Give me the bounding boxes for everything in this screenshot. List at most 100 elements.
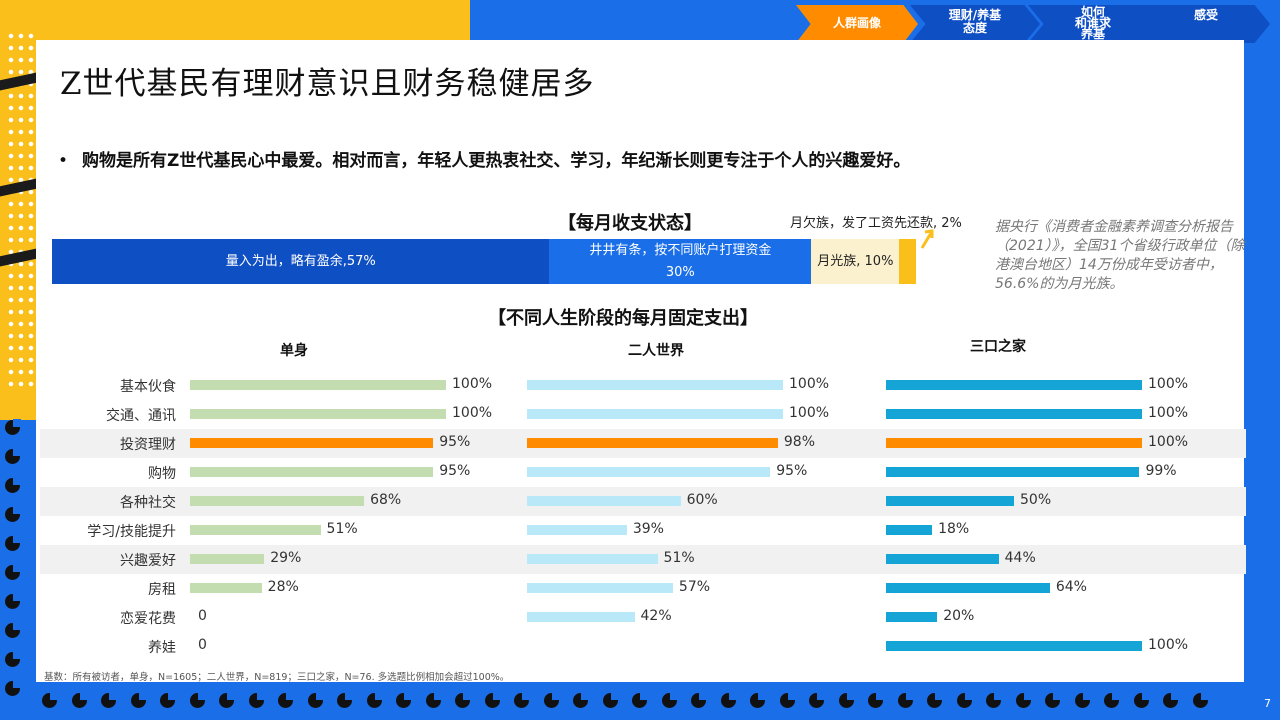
bar-value-label: 100%	[1148, 434, 1189, 450]
pacman-dot	[42, 692, 58, 708]
callout-label: 月欠族，发了工资先还款, 2%	[790, 216, 962, 231]
bar-value-label: 60%	[686, 492, 718, 508]
section-nav: 人群画像 理财/养基 态度 如何 和谁求 养基 感受	[796, 5, 1276, 45]
pacman-dot	[1133, 692, 1150, 708]
pacman-dot	[543, 692, 560, 708]
tab-feelings[interactable]: 感受	[1142, 5, 1270, 43]
bar-value-label: 95%	[439, 434, 471, 450]
bar	[527, 467, 771, 477]
pacman-dot	[986, 692, 1002, 708]
category-label: 养娃	[148, 640, 176, 656]
bar	[886, 583, 1050, 593]
bar-value-label: 29%	[270, 550, 302, 566]
bar-value-label: 51%	[663, 550, 695, 566]
bar	[190, 525, 321, 535]
pacman-dot	[779, 692, 796, 708]
segment-surplus: 量入为出，略有盈余,57%	[52, 239, 550, 284]
bar	[886, 525, 933, 535]
pacman-dot	[219, 692, 235, 708]
series-header: 二人世界	[628, 343, 684, 359]
bar-value-label: 95%	[776, 463, 808, 479]
pacman-dot	[396, 692, 412, 708]
bar	[886, 641, 1142, 651]
pacman-dot	[5, 651, 21, 667]
stacked-bar-monthly-status: 量入为出，略有盈余,57% 井井有条，按不同账户打理资金 30% 月光族, 10%	[52, 239, 916, 284]
bar-value-label: 95%	[439, 463, 471, 479]
category-label: 各种社交	[120, 495, 176, 511]
pacman-dot	[5, 506, 21, 522]
pacman-dot	[484, 692, 501, 708]
segment-organized: 井井有条，按不同账户打理资金 30%	[549, 239, 812, 284]
pacman-dot	[1163, 692, 1179, 708]
pacman-dot	[307, 692, 324, 708]
page-number: 7	[1264, 697, 1271, 710]
pacman-dot	[278, 692, 294, 708]
pacman-dot	[5, 477, 21, 493]
pacman-dot	[71, 692, 88, 708]
pacman-dot	[1192, 692, 1209, 708]
category-label: 基本伙食	[120, 379, 176, 395]
pacman-dot	[455, 692, 471, 708]
pacman-dot	[5, 680, 21, 696]
bar	[886, 409, 1142, 419]
pacman-dot	[5, 535, 21, 551]
pacman-dot	[927, 692, 943, 708]
bar-value-label: 42%	[640, 608, 672, 624]
tab-attitude[interactable]: 理财/养基 态度	[910, 5, 1040, 43]
pacman-dot	[956, 692, 973, 708]
bar-value-label: 18%	[938, 521, 970, 537]
pacman-dot	[189, 692, 206, 708]
category-label: 购物	[148, 466, 176, 482]
chart-title-monthly-status: 【每月收支状态】	[558, 213, 702, 234]
pacman-dot	[514, 692, 530, 708]
bar-value-label: 100%	[1148, 376, 1189, 392]
bar-value-label: 28%	[267, 579, 299, 595]
pacman-dot	[5, 593, 21, 609]
bullet-text: 购物是所有Z世代基民心中最爱。相对而言，年轻人更热衷社交、学习，年纪渐长则更专注…	[82, 151, 911, 171]
tab-persona[interactable]: 人群画像	[796, 5, 918, 43]
bar	[886, 467, 1140, 477]
pacman-dot	[160, 692, 176, 708]
bullet-point: • 购物是所有Z世代基民心中最爱。相对而言，年轻人更热衷社交、学习，年纪渐长则更专…	[58, 151, 911, 171]
bar-value-label: 0	[198, 608, 207, 624]
tab-how-and-who[interactable]: 如何 和谁求 养基	[1028, 5, 1158, 43]
bar	[886, 554, 999, 564]
bar	[527, 525, 627, 535]
bar-value-label: 57%	[678, 579, 711, 595]
category-label: 恋爱花费	[120, 611, 176, 627]
bar	[190, 438, 434, 448]
bar-value-label: 100%	[789, 405, 830, 421]
decorative-dot-pattern	[6, 30, 36, 390]
bar	[886, 496, 1014, 506]
pacman-dot	[1045, 692, 1061, 708]
pacman-dot	[5, 419, 21, 435]
bar-value-label: 64%	[1055, 579, 1087, 595]
bar	[527, 583, 673, 593]
bar	[886, 380, 1142, 390]
bar-value-label: 100%	[452, 405, 493, 421]
segment-overdraft	[898, 239, 916, 284]
bar	[527, 438, 778, 448]
bar-value-label: 39%	[632, 521, 664, 537]
pacman-dot	[101, 692, 117, 708]
pacman-dot	[632, 692, 648, 708]
pacman-dot	[5, 622, 21, 638]
category-label: 学习/技能提升	[87, 524, 176, 540]
pacman-dot	[337, 692, 353, 708]
category-label: 投资理财	[120, 437, 176, 453]
pacman-dot	[897, 692, 914, 708]
bar-value-label: 20%	[943, 608, 975, 624]
bar	[190, 380, 446, 390]
bar-value-label: 100%	[452, 376, 493, 392]
bar-value-label: 51%	[326, 521, 358, 537]
pacman-dot	[425, 692, 442, 708]
bar-value-label: 98%	[783, 434, 815, 450]
pacman-dot	[661, 692, 678, 708]
bar-value-label: 44%	[1004, 550, 1036, 566]
bar-value-label: 68%	[370, 492, 402, 508]
pacman-dot	[809, 692, 825, 708]
pacman-dot	[1015, 692, 1032, 708]
bar	[527, 380, 783, 390]
bar	[527, 554, 658, 564]
bar	[190, 467, 434, 477]
